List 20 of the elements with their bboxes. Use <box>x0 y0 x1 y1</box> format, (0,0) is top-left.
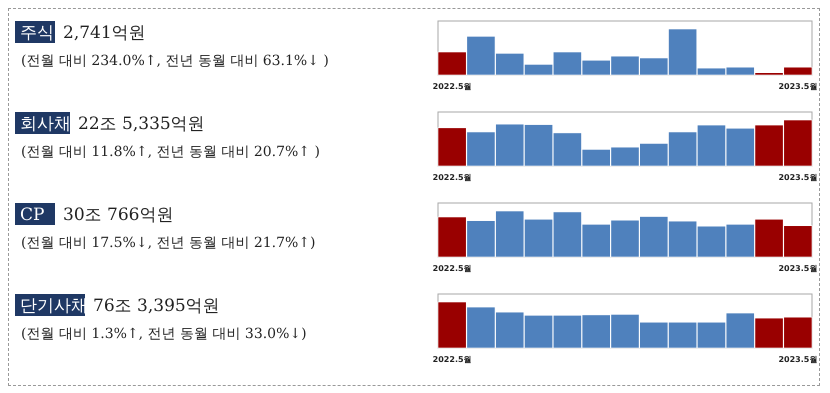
text: 단기사채 <box>20 296 88 316</box>
text: CP <box>20 205 44 225</box>
x-tick-label: 2023.5월 <box>778 355 818 364</box>
x-tick-label: 2022.5월 <box>432 264 472 273</box>
x-tick-label: 2023.5월 <box>778 264 818 273</box>
text: 30조 766억원 <box>63 205 174 225</box>
x-tick-label: 2022.5월 <box>432 82 472 91</box>
text: 주식 <box>20 23 54 43</box>
text: (전월 대비 11.8%↑, 전년 동월 대비 20.7%↑ ) <box>21 144 320 160</box>
text: (전월 대비 234.0%↑, 전년 동월 대비 63.1%↓ ) <box>21 53 329 69</box>
text: 22조 5,335억원 <box>78 114 205 134</box>
x-tick-label: 2023.5월 <box>778 82 818 91</box>
x-tick-label: 2022.5월 <box>432 355 472 364</box>
text: (전월 대비 1.3%↑, 전년 동월 대비 33.0%↓) <box>21 326 307 342</box>
text: 76조 3,395억원 <box>93 296 220 316</box>
text: 회사채 <box>20 114 71 134</box>
x-tick-label: 2022.5월 <box>432 173 472 182</box>
text: 2,741억원 <box>63 23 146 43</box>
x-tick-label: 2023.5월 <box>778 173 818 182</box>
text: (전월 대비 17.5%↓, 전년 동월 대비 21.7%↑) <box>21 235 316 251</box>
